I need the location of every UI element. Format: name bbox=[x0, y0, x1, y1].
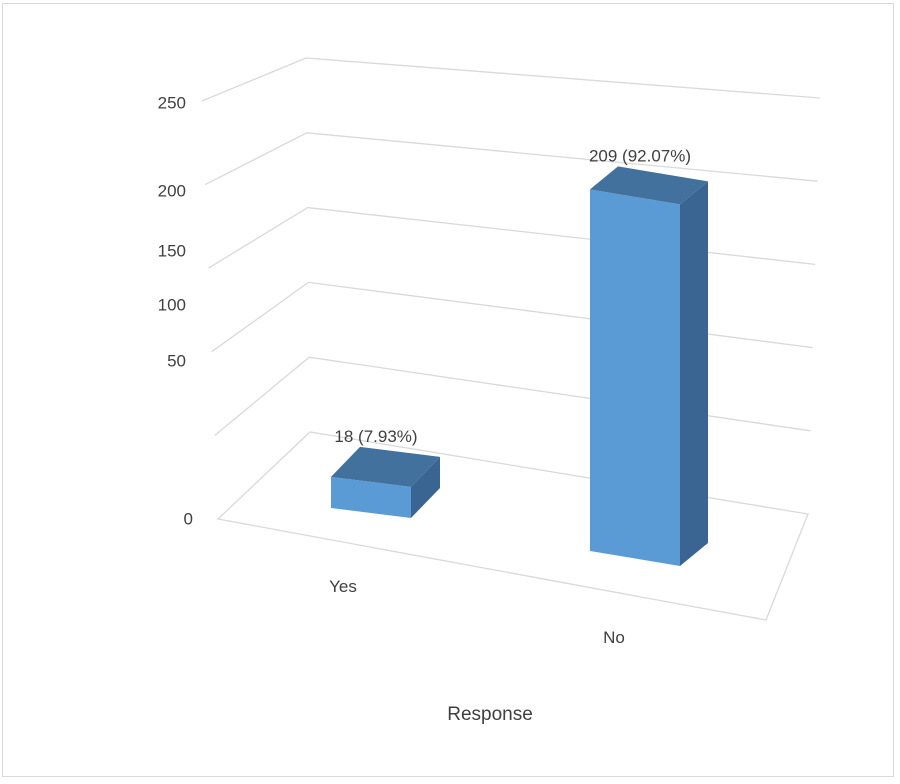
bar-top-face bbox=[590, 166, 708, 205]
gridline bbox=[208, 206, 816, 269]
bar-side-face bbox=[411, 456, 440, 518]
chart-frame bbox=[2, 3, 894, 777]
y-tick-label: 150 bbox=[158, 241, 186, 260]
y-tick-label: 100 bbox=[158, 295, 186, 314]
bar-front-face bbox=[331, 476, 411, 518]
bar-yes: 18 (7.93%) bbox=[331, 427, 440, 518]
floor-outline bbox=[216, 431, 809, 621]
y-tick-label: 250 bbox=[158, 93, 186, 112]
bar-side-face bbox=[680, 181, 708, 566]
x-category-label: No bbox=[603, 628, 625, 647]
gridline bbox=[211, 281, 813, 353]
bars: 18 (7.93%) 209 (92.07%) bbox=[331, 146, 708, 566]
x-category-label: Yes bbox=[329, 577, 357, 596]
gridline bbox=[214, 356, 811, 436]
y-tick-label: 50 bbox=[167, 351, 186, 370]
gridline bbox=[204, 132, 818, 186]
y-axis-ticks: 0 50 100 150 200 250 bbox=[158, 93, 193, 528]
gridlines bbox=[201, 57, 821, 436]
bar-top-face bbox=[331, 446, 440, 487]
data-label: 209 (92.07%) bbox=[589, 146, 691, 165]
data-label: 18 (7.93%) bbox=[334, 427, 417, 446]
x-axis-title: Response bbox=[447, 704, 533, 725]
x-axis-categories: Yes No bbox=[329, 577, 625, 647]
chart-floor bbox=[216, 431, 809, 621]
bar-no: 209 (92.07%) bbox=[589, 146, 708, 566]
bar-front-face bbox=[590, 189, 680, 566]
y-tick-label: 200 bbox=[158, 181, 186, 200]
y-tick-label: 0 bbox=[184, 509, 193, 528]
gridline bbox=[201, 57, 821, 102]
